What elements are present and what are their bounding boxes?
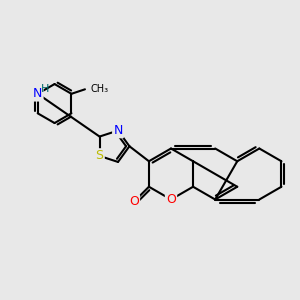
Text: N: N xyxy=(33,87,42,100)
Text: O: O xyxy=(166,193,176,206)
Text: CH₃: CH₃ xyxy=(91,84,109,94)
Text: O: O xyxy=(129,195,139,208)
Text: S: S xyxy=(96,149,104,162)
Text: H: H xyxy=(41,84,50,94)
Text: N: N xyxy=(113,124,123,137)
